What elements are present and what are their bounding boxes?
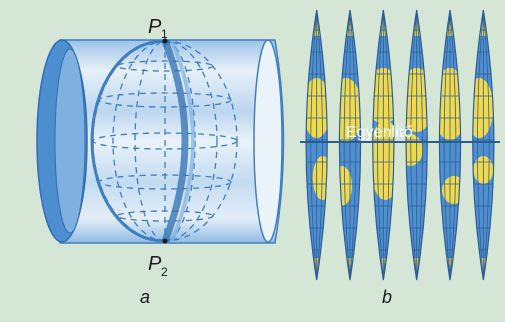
cylinder-right-rim xyxy=(253,39,283,243)
land-shape xyxy=(442,176,461,204)
grid-meridian xyxy=(316,10,323,280)
grid-meridian xyxy=(310,10,318,280)
land-shape xyxy=(339,166,352,206)
gore-outline xyxy=(438,9,462,281)
equator-label: Egyenlítő xyxy=(346,124,413,141)
grid-meridian xyxy=(449,10,457,280)
grid-meridian xyxy=(349,10,357,280)
pole-north-subscript: 1 xyxy=(161,27,168,41)
pole-south-subscript: 2 xyxy=(161,265,168,279)
panel-b-gores xyxy=(300,9,500,281)
grid-meridian xyxy=(377,10,384,280)
land-shape xyxy=(472,78,494,138)
equator-line xyxy=(300,141,500,143)
gore-outline xyxy=(405,9,428,281)
gore-outline xyxy=(472,9,495,281)
map-gore xyxy=(472,10,494,280)
panel-a-label: a xyxy=(140,287,150,307)
gore-outline xyxy=(305,9,328,281)
gore-outline xyxy=(338,9,362,281)
grid-meridian xyxy=(410,10,418,280)
grid-meridian xyxy=(482,10,490,280)
cylinder-inner-wall xyxy=(54,48,86,234)
pole-south-label: P xyxy=(148,253,162,275)
pole-north-label: P xyxy=(148,16,162,38)
grid-meridian xyxy=(443,10,451,280)
panel-a-cylinder xyxy=(36,38,285,244)
land-shape xyxy=(312,156,328,200)
cylinder-body xyxy=(59,39,285,244)
grid-meridian xyxy=(382,10,390,280)
grid-meridian xyxy=(477,10,484,280)
grid-meridian xyxy=(416,10,423,280)
grid-meridian xyxy=(343,10,351,280)
panel-b-label: b xyxy=(382,287,392,307)
land-shape xyxy=(339,78,361,142)
gore-outline xyxy=(372,9,395,281)
